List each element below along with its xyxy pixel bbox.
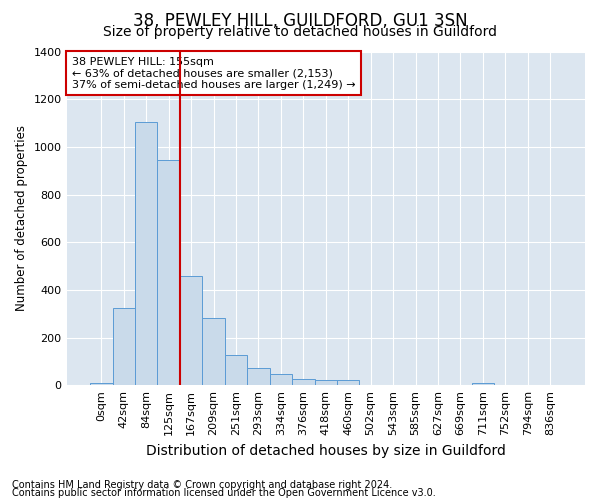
- Bar: [90, 383, 113, 385]
- Bar: [247, 368, 269, 385]
- Bar: [472, 383, 494, 385]
- Bar: [157, 160, 180, 385]
- Text: 38 PEWLEY HILL: 155sqm
← 63% of detached houses are smaller (2,153)
37% of semi-: 38 PEWLEY HILL: 155sqm ← 63% of detached…: [72, 56, 355, 90]
- Bar: [180, 276, 202, 385]
- Bar: [337, 380, 359, 385]
- X-axis label: Distribution of detached houses by size in Guildford: Distribution of detached houses by size …: [146, 444, 506, 458]
- Text: 38, PEWLEY HILL, GUILDFORD, GU1 3SN: 38, PEWLEY HILL, GUILDFORD, GU1 3SN: [133, 12, 467, 30]
- Bar: [202, 318, 225, 385]
- Y-axis label: Number of detached properties: Number of detached properties: [15, 126, 28, 312]
- Bar: [292, 379, 314, 385]
- Bar: [225, 356, 247, 385]
- Bar: [269, 374, 292, 385]
- Bar: [314, 380, 337, 385]
- Text: Size of property relative to detached houses in Guildford: Size of property relative to detached ho…: [103, 25, 497, 39]
- Bar: [113, 308, 135, 385]
- Text: Contains HM Land Registry data © Crown copyright and database right 2024.: Contains HM Land Registry data © Crown c…: [12, 480, 392, 490]
- Bar: [135, 122, 157, 385]
- Text: Contains public sector information licensed under the Open Government Licence v3: Contains public sector information licen…: [12, 488, 436, 498]
